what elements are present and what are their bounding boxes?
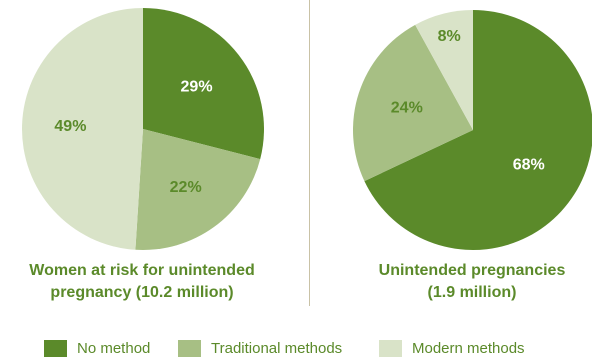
pie-label-modern-methods: 49% [54,118,86,135]
legend-label: No method [77,340,151,357]
pie-slice-modern-methods [415,10,473,130]
pie-slice-traditional-methods [135,129,261,250]
pie-title-line: Women at risk for unintended [29,262,255,279]
legend-item-modern-methods: Modern methods [379,340,525,357]
pie-label-no-method: 29% [181,79,213,96]
pie-chart-women-at-risk: 29% 22% 49% [22,8,264,250]
legend-swatch-no-method [44,340,67,357]
pie-title-unintended-pregnancies: Unintended pregnancies (1.9 million) [352,260,592,304]
legend: No method Traditional methods Modern met… [0,340,592,362]
pie-chart-unintended-pregnancies: 68% 24% 8% [353,10,592,250]
pie-label-traditional-methods: 24% [391,100,423,117]
pie-slice-no-method [364,10,592,250]
pie-label-modern-methods: 8% [438,28,461,45]
pie-slice-modern-methods [22,8,143,250]
legend-label: Traditional methods [211,340,343,357]
pie-slice-no-method [143,8,264,160]
pie-label-no-method: 68% [513,157,545,174]
legend-label: Modern methods [412,340,525,357]
legend-item-no-method: No method [44,340,150,357]
pie-title-line: pregnancy (10.2 million) [50,284,234,301]
pie-label-traditional-methods: 22% [170,179,202,196]
legend-item-traditional-methods: Traditional methods [178,340,342,357]
pie-title-line: (1.9 million) [427,284,517,301]
legend-swatch-modern-methods [379,340,402,357]
vertical-divider [309,0,310,306]
legend-swatch-traditional-methods [178,340,201,357]
pie-slice-traditional-methods [353,24,473,182]
pie-title-women-at-risk: Women at risk for unintended pregnancy (… [22,260,262,304]
pie-title-line: Unintended pregnancies [378,262,566,279]
